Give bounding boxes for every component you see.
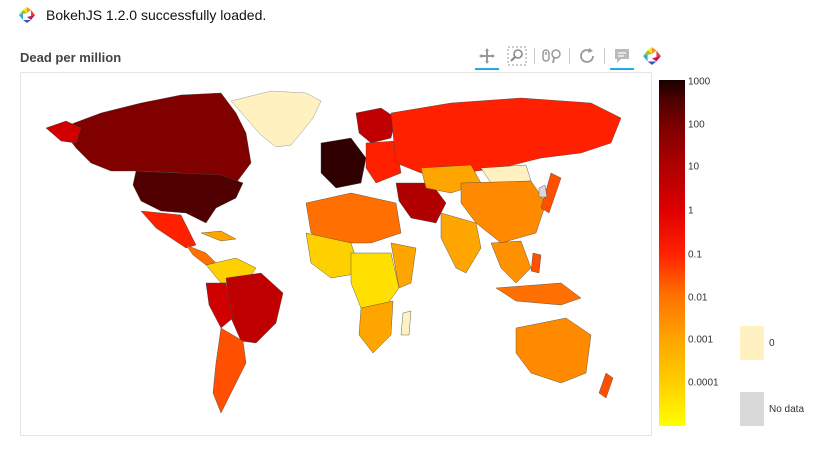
reset-tool-button[interactable] [574,44,600,68]
region-eastern-europe [365,140,402,184]
country-greenland [230,90,322,148]
choropleth-map-canvas[interactable] [20,72,652,436]
box-zoom-tool-button[interactable] [504,44,530,68]
plot-toolbar [474,44,665,70]
toolbar-separator [604,48,605,64]
colorbar-labels: 1000 100 10 1 0.1 0.01 0.001 0.0001 [688,76,748,426]
reset-tool-icon [580,48,594,63]
pan-tool-icon [479,48,495,64]
colorbar-tick-label: 0.0001 [688,377,719,389]
region-west-africa [305,232,362,279]
legend-swatch-zero [740,326,764,360]
region-southeast-asia [490,240,532,284]
toolbar-separator [534,48,535,64]
country-mongolia [480,164,532,184]
bokeh-load-banner: BokehJS 1.2.0 successfully loaded. [18,4,266,26]
country-alaska-region [45,120,82,144]
bokeh-logo-icon [18,6,36,24]
country-india [440,212,482,274]
colorbar-tick-label: 0.1 [688,249,702,261]
colorbar-tick-label: 1 [688,205,694,217]
legend-swatch-no-data [740,392,764,426]
country-brazil [225,272,284,344]
region-northern-europe [355,107,397,144]
country-australia [515,317,592,384]
region-caribbean [200,230,237,242]
country-china [460,180,547,244]
legend-label-zero: 0 [769,338,775,349]
toolbar-separator [569,48,570,64]
country-argentina-chile [212,327,247,414]
colorbar-tick-label: 0.01 [688,292,708,304]
country-usa [132,170,244,224]
country-philippines [530,252,542,274]
region-north-africa [305,192,402,244]
plot-title: Dead per million [20,50,122,65]
wheel-zoom-tool-icon [542,49,561,64]
bokeh-link-button[interactable] [639,44,665,68]
colorbar-tick-label: 100 [688,119,705,131]
region-western-europe [320,137,367,189]
pan-tool-button[interactable] [474,44,500,70]
region-southern-africa [358,300,394,354]
country-peru [205,282,234,329]
country-mexico [140,210,197,249]
colorbar-tick-label: 10 [688,161,700,173]
banner-text: BokehJS 1.2.0 successfully loaded. [46,7,267,23]
bokeh-logo-icon [643,47,661,65]
legend-label-no-data: No data [769,404,805,415]
region-central-america [185,244,217,266]
colorbar-tick-label: 0.001 [688,334,714,346]
world-map [45,90,622,414]
country-russia [390,97,622,174]
country-canada [60,92,252,184]
region-indonesia [495,282,582,306]
hover-tool-icon [615,49,629,63]
country-new-zealand [598,372,614,399]
colorbar [659,80,685,426]
country-korea [538,184,548,198]
country-madagascar [400,310,412,336]
wheel-zoom-tool-button[interactable] [539,44,565,68]
colorbar-tick-label: 1000 [688,76,711,88]
hover-tool-button[interactable] [609,44,635,70]
box-zoom-tool-icon [507,46,527,66]
region-east-africa [390,242,417,289]
